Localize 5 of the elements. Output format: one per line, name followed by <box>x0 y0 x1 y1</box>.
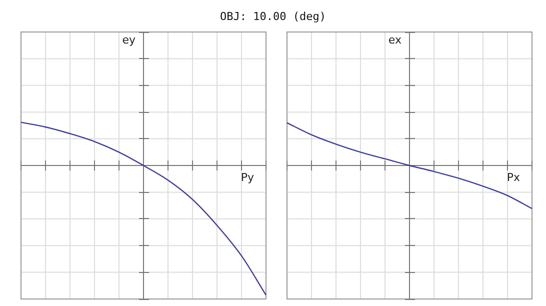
chart-title: OBJ: 10.00 (deg) <box>219 10 327 23</box>
y-axis-title: ey <box>122 33 136 46</box>
y-axis-title: ex <box>388 33 402 46</box>
x-axis-title: Py <box>240 170 254 184</box>
x-axis-title: Px <box>506 170 520 184</box>
